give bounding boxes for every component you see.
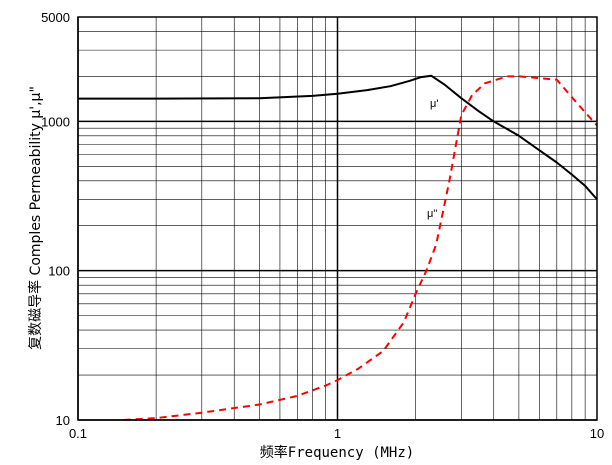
series-line-mu-prime xyxy=(78,74,598,201)
y-tick-label: 100 xyxy=(48,264,70,279)
series-line-mu-double-prime xyxy=(123,75,598,421)
x-tick-label: 0.1 xyxy=(69,426,87,441)
tick-labels: 0.1 1 10 10 100 1000 5000 xyxy=(41,10,604,441)
annotation-mu-prime: μ' xyxy=(430,98,438,110)
y-tick-label: 5000 xyxy=(41,10,70,25)
grid-lines xyxy=(77,16,597,421)
y-axis-label: 复数磁导率 Comples Permeability μ',μ" xyxy=(27,86,44,350)
x-axis-label: 频率Frequency (MHz) xyxy=(260,444,414,461)
y-tick-label: 10 xyxy=(56,413,70,428)
x-tick-label: 1 xyxy=(334,426,341,441)
plot-frame xyxy=(77,16,598,421)
y-tick-label: 1000 xyxy=(41,114,70,129)
data-curves xyxy=(78,74,598,421)
x-tick-label: 10 xyxy=(590,426,604,441)
annotation-mu-double-prime: μ" xyxy=(427,208,437,220)
